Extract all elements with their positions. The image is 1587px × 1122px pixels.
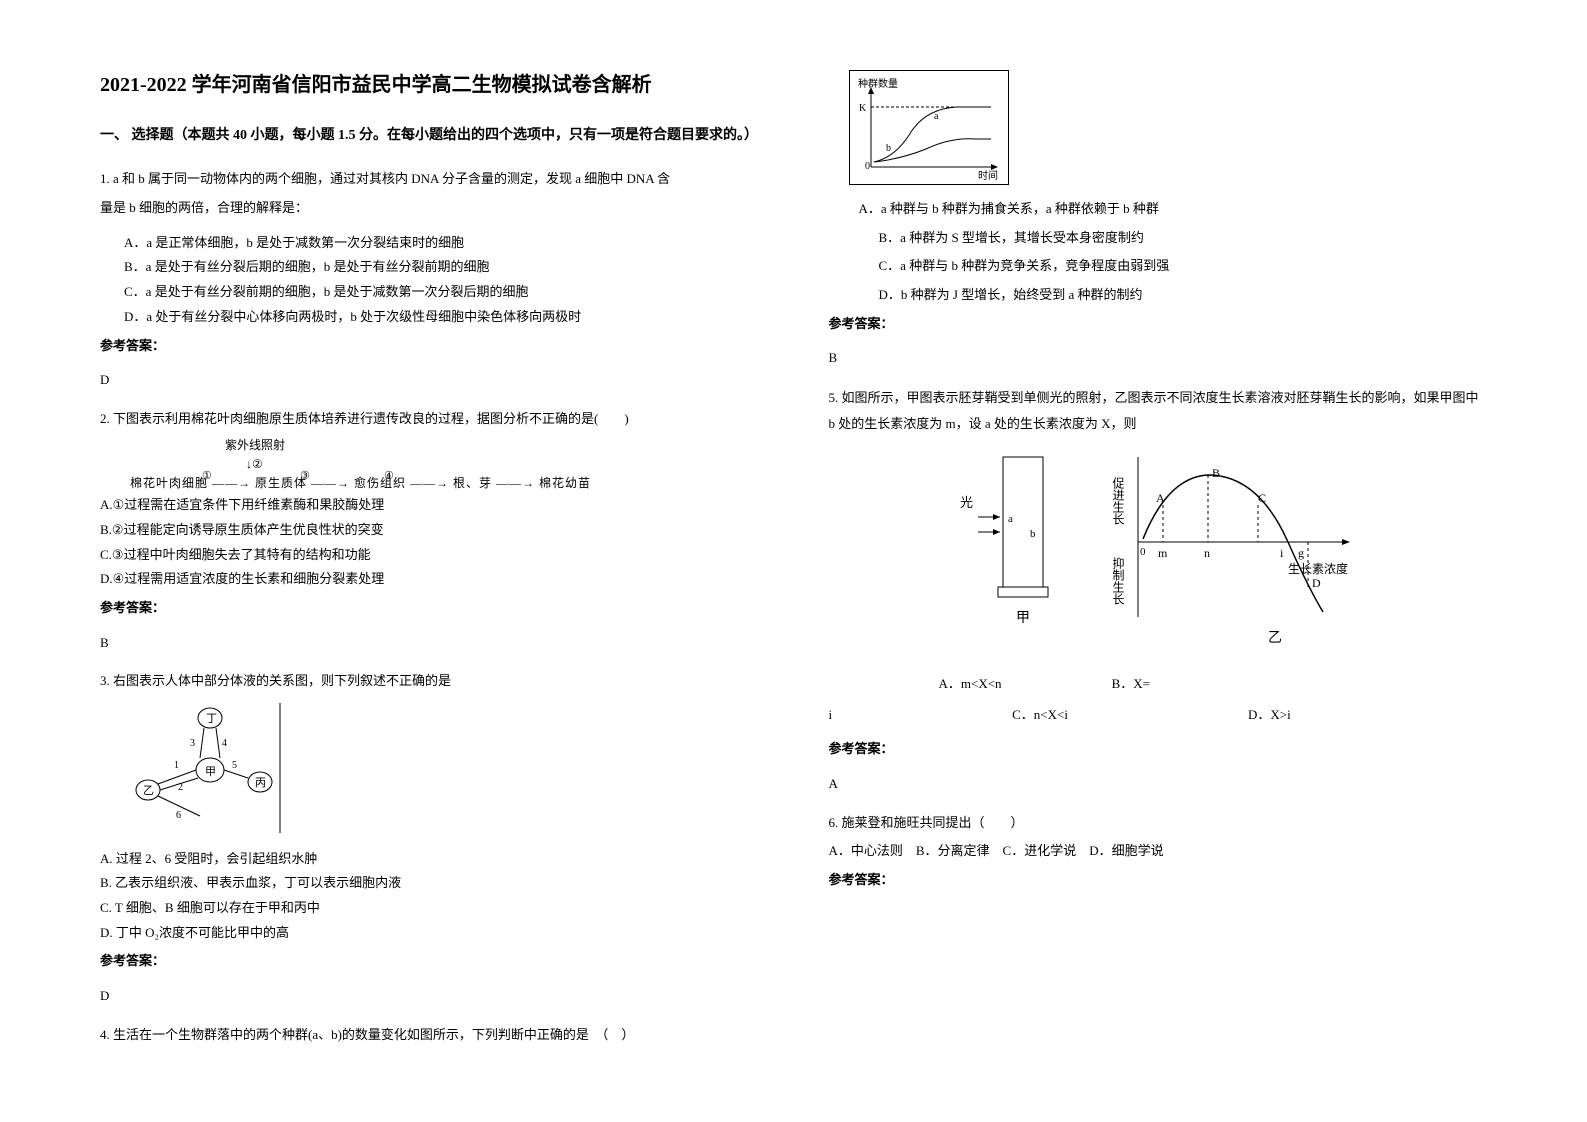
q4-chart: 种群数量 K a b 0 时间 — [849, 70, 1009, 185]
svg-text:B: B — [1212, 466, 1220, 480]
q3-answer: D — [100, 984, 759, 1009]
q2-option-a: A.①过程需在适宜条件下用纤维素酶和果胶酶处理 — [100, 493, 759, 518]
svg-text:a: a — [934, 111, 939, 122]
q2-option-b: B.②过程能定向诱导原生质体产生优良性状的突变 — [100, 518, 759, 543]
q2-option-c: C.③过程中叶肉细胞失去了其特有的结构和功能 — [100, 543, 759, 568]
q4-option-a: A．a 种群与 b 种群为捕食关系，a 种群依赖于 b 种群 — [829, 197, 1488, 222]
left-column: 2021-2022 学年河南省信阳市益民中学高二生物模拟试卷含解析 一、 选择题… — [100, 70, 759, 1055]
q4-ylabel: 种群数量 — [858, 77, 898, 90]
svg-text:甲: 甲 — [1016, 611, 1030, 626]
q3-option-b: B. 乙表示组织液、甲表示血浆，丁可以表示细胞内液 — [100, 871, 759, 896]
q6-answer-label: 参考答案： — [829, 868, 1488, 893]
svg-text:3: 3 — [190, 738, 195, 749]
svg-text:m: m — [1158, 546, 1168, 560]
q4-stem: 4. 生活在一个生物群落中的两个种群(a、b)的数量变化如图所示，下列判断中正确… — [100, 1023, 759, 1048]
q3-diagram: 丁 3 4 甲 5 丙 1 2 乙 — [100, 698, 759, 847]
question-2: 2. 下图表示利用棉花叶肉细胞原生质体培养进行遗传改良的过程，据图分析不正确的是… — [100, 407, 759, 655]
q5-option-a: A．m<X<n — [939, 672, 1002, 697]
q4-option-d: D．b 种群为 J 型增长，始终受到 a 种群的制约 — [829, 283, 1488, 308]
q5-option-b: B．X= — [1112, 672, 1150, 697]
q2-stem: 2. 下图表示利用棉花叶肉细胞原生质体培养进行遗传改良的过程，据图分析不正确的是… — [100, 407, 759, 432]
q3-option-d: D. 丁中 O₂浓度不可能比甲中的高 — [100, 921, 759, 946]
q5-option-c: C．n<X<i — [1012, 703, 1068, 728]
q5-option-b2: i — [829, 703, 833, 728]
q6-stem: 6. 施莱登和施旺共同提出（ ） — [829, 811, 1488, 836]
svg-text:b: b — [1030, 528, 1036, 540]
svg-text:D: D — [1312, 576, 1321, 590]
q2-diag-flow: 棉花叶肉细胞 ——→ 原生质体 ——→ 愈伤组织 ——→ 根、芽 ——→ 棉花幼… — [130, 474, 759, 493]
q4-answer-label: 参考答案： — [829, 312, 1488, 337]
q4-answer: B — [829, 346, 1488, 371]
q5-diagrams: 光 a b 甲 促进生长 — [829, 447, 1488, 656]
q4-chart-svg: 种群数量 K a b 0 时间 — [856, 77, 1006, 182]
q1-answer: D — [100, 368, 759, 393]
svg-text:0: 0 — [865, 161, 870, 172]
q1-option-c: C．a 是处于有丝分裂前期的细胞，b 是处于减数第一次分裂后期的细胞 — [100, 280, 759, 305]
question-4-stem: 4. 生活在一个生物群落中的两个种群(a、b)的数量变化如图所示，下列判断中正确… — [100, 1023, 759, 1048]
q4-option-c: C．a 种群与 b 种群为竞争关系，竞争程度由弱到强 — [829, 254, 1488, 279]
svg-text:C: C — [1258, 491, 1266, 505]
svg-text:乙: 乙 — [143, 784, 154, 797]
svg-text:丙: 丙 — [255, 777, 266, 789]
svg-text:抑制生长: 抑制生长 — [1111, 556, 1125, 605]
svg-text:5: 5 — [232, 760, 237, 771]
svg-text:a: a — [1008, 513, 1013, 525]
question-6: 6. 施莱登和施旺共同提出（ ） A．中心法则 B．分离定律 C．进化学说 D．… — [829, 811, 1488, 893]
q3-option-c: C. T 细胞、B 细胞可以存在于甲和丙中 — [100, 896, 759, 921]
svg-text:b: b — [886, 143, 891, 154]
q1-stem-1: 1. a 和 b 属于同一动物体内的两个细胞，通过对其核内 DNA 分子含量的测… — [100, 167, 759, 192]
q2-answer: B — [100, 631, 759, 656]
q2-diag-arrow: ↓② — [130, 455, 759, 474]
page-root: 2021-2022 学年河南省信阳市益民中学高二生物模拟试卷含解析 一、 选择题… — [0, 0, 1587, 1095]
q1-stem-2: 量是 b 细胞的两倍，合理的解释是： — [100, 196, 759, 221]
svg-text:光: 光 — [960, 495, 973, 510]
q1-option-a: A．a 是正常体细胞，b 是处于减数第一次分裂结束时的细胞 — [100, 231, 759, 256]
right-column: 种群数量 K a b 0 时间 A．a 种群与 b 种群为捕食关系，a 种群依赖… — [829, 70, 1488, 1055]
svg-text:0: 0 — [1140, 546, 1146, 558]
q5-answer-label: 参考答案： — [829, 737, 1488, 762]
q5-option-d: D．X>i — [1248, 703, 1291, 728]
svg-text:2: 2 — [178, 782, 183, 793]
svg-text:n: n — [1204, 546, 1210, 560]
svg-text:6: 6 — [176, 810, 181, 821]
q4-option-b: B．a 种群为 S 型增长，其增长受本身密度制约 — [829, 226, 1488, 251]
question-5: 5. 如图所示，甲图表示胚芽鞘受到单侧光的照射，乙图表示不同浓度生长素溶液对胚芽… — [829, 385, 1488, 796]
q5-stem: 5. 如图所示，甲图表示胚芽鞘受到单侧光的照射，乙图表示不同浓度生长素溶液对胚芽… — [829, 385, 1488, 437]
svg-text:i: i — [1280, 546, 1284, 560]
q3-svg: 丁 3 4 甲 5 丙 1 2 乙 — [130, 698, 290, 838]
q2-diagram: 紫外线照射 ↓② ① ③ ④ 棉花叶肉细胞 ——→ 原生质体 ——→ 愈伤组织 … — [100, 436, 759, 494]
q4-xlabel: 时间 — [978, 169, 998, 182]
q2-option-d: D.④过程需用适宜浓度的生长素和细胞分裂素处理 — [100, 567, 759, 592]
svg-text:1: 1 — [174, 760, 179, 771]
exam-title: 2021-2022 学年河南省信阳市益民中学高二生物模拟试卷含解析 — [100, 70, 759, 100]
svg-text:A: A — [1156, 491, 1165, 505]
svg-text:甲: 甲 — [205, 766, 216, 778]
q3-option-a: A. 过程 2、6 受阻时，会引起组织水肿 — [100, 847, 759, 872]
q5-image-jia: 光 a b 甲 — [948, 447, 1068, 656]
question-1: 1. a 和 b 属于同一动物体内的两个细胞，通过对其核内 DNA 分子含量的测… — [100, 167, 759, 393]
q5-answer: A — [829, 772, 1488, 797]
q1-option-b: B．a 是处于有丝分裂后期的细胞，b 是处于有丝分裂前期的细胞 — [100, 255, 759, 280]
q1-option-d: D．a 处于有丝分裂中心体移向两极时，b 处于次级性母细胞中染色体移向两极时 — [100, 305, 759, 330]
q5-line-cd: i C．n<X<i D．X>i — [829, 703, 1488, 728]
q2-answer-label: 参考答案： — [100, 596, 759, 621]
q6-options: A．中心法则 B．分离定律 C．进化学说 D．细胞学说 — [829, 839, 1488, 864]
svg-text:生长素浓度: 生长素浓度 — [1288, 561, 1348, 576]
svg-text:促进生长: 促进生长 — [1111, 477, 1125, 525]
section-heading: 一、 选择题（本题共 40 小题，每小题 1.5 分。在每小题给出的四个选项中，… — [100, 125, 759, 147]
question-4-body: A．a 种群与 b 种群为捕食关系，a 种群依赖于 b 种群 B．a 种群为 S… — [829, 197, 1488, 371]
question-3: 3. 右图表示人体中部分体液的关系图，则下列叙述不正确的是 丁 3 4 甲 5 … — [100, 669, 759, 1009]
q2-diag-top: 紫外线照射 — [130, 436, 759, 455]
svg-text:K: K — [859, 103, 867, 114]
q3-answer-label: 参考答案： — [100, 949, 759, 974]
svg-text:乙: 乙 — [1268, 630, 1282, 646]
q5-image-yi: 促进生长 抑制生长 0 A B C D m n i — [1108, 447, 1368, 656]
svg-text:4: 4 — [222, 738, 227, 749]
q5-line-ab: A．m<X<n B．X= — [829, 672, 1488, 697]
svg-text:丁: 丁 — [206, 713, 217, 725]
svg-text:g: g — [1298, 546, 1304, 560]
q1-answer-label: 参考答案： — [100, 334, 759, 359]
q3-stem: 3. 右图表示人体中部分体液的关系图，则下列叙述不正确的是 — [100, 669, 759, 694]
